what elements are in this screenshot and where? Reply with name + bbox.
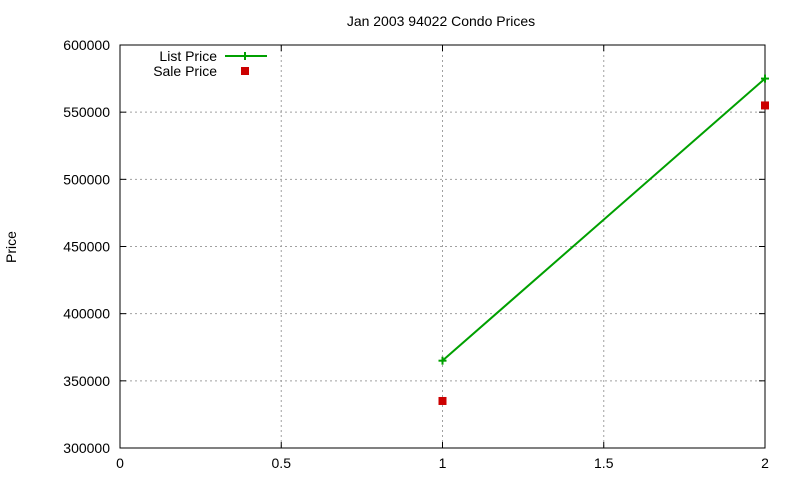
legend-swatch-marker bbox=[241, 52, 249, 60]
sale-price-point bbox=[761, 101, 769, 110]
x-tick-label: 1 bbox=[439, 455, 447, 471]
x-tick-label: 1.5 bbox=[594, 455, 614, 471]
y-tick-label: 550000 bbox=[63, 104, 110, 120]
y-tick-label: 600000 bbox=[63, 37, 110, 53]
y-tick-label: 500000 bbox=[63, 171, 110, 187]
x-tick-label: 0.5 bbox=[272, 455, 292, 471]
legend-label: Sale Price bbox=[153, 63, 217, 79]
list-price-point bbox=[761, 74, 769, 83]
list-price-point bbox=[438, 356, 447, 365]
y-tick-label: 300000 bbox=[63, 440, 110, 456]
y-tick-label: 350000 bbox=[63, 373, 110, 389]
sale-price-point bbox=[438, 396, 447, 405]
y-tick-label: 450000 bbox=[63, 239, 110, 255]
series-layer bbox=[438, 74, 769, 405]
legend-swatch-marker bbox=[241, 67, 249, 75]
chart-title: Jan 2003 94022 Condo Prices bbox=[347, 13, 535, 29]
x-tick-label: 2 bbox=[761, 455, 769, 471]
y-axis-label: Price bbox=[3, 231, 19, 263]
y-tick-label: 400000 bbox=[63, 306, 110, 322]
grid-layer bbox=[120, 45, 765, 448]
legend-label: List Price bbox=[159, 48, 217, 64]
list-price-line bbox=[441, 77, 766, 362]
axis-layer: 0 0.5 1 1.5 2 300000 350000 400000 450000 500000 5… bbox=[63, 37, 769, 471]
x-tick-label: 0 bbox=[116, 455, 124, 471]
